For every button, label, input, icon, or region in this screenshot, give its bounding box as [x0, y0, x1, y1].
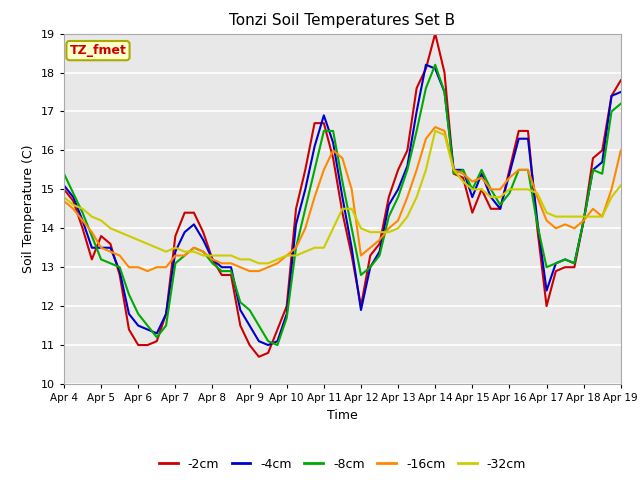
-2cm [431, 31, 439, 36]
-16cm [561, 221, 569, 227]
-16cm [431, 124, 439, 130]
Title: Tonzi Soil Temperatures Set B: Tonzi Soil Temperatures Set B [229, 13, 456, 28]
-8cm [172, 261, 179, 266]
-4cm [60, 182, 68, 188]
-2cm [172, 233, 179, 239]
-8cm [403, 167, 411, 173]
Text: TZ_fmet: TZ_fmet [70, 44, 127, 57]
X-axis label: Time: Time [327, 408, 358, 421]
-32cm [60, 194, 68, 200]
-8cm [561, 256, 569, 262]
Line: -4cm: -4cm [64, 65, 621, 345]
-16cm [403, 194, 411, 200]
-32cm [172, 245, 179, 251]
Y-axis label: Soil Temperature (C): Soil Temperature (C) [22, 144, 35, 273]
-16cm [617, 147, 625, 153]
-32cm [403, 214, 411, 219]
-32cm [431, 128, 439, 134]
-4cm [617, 89, 625, 95]
-2cm [561, 264, 569, 270]
-4cm [264, 342, 272, 348]
-4cm [403, 163, 411, 169]
-4cm [190, 221, 198, 227]
Line: -32cm: -32cm [64, 131, 621, 264]
-4cm [561, 256, 569, 262]
-32cm [561, 214, 569, 219]
-4cm [422, 62, 430, 68]
-16cm [60, 198, 68, 204]
-32cm [255, 261, 263, 266]
-2cm [264, 350, 272, 356]
-4cm [255, 338, 263, 344]
-16cm [366, 245, 374, 251]
Line: -2cm: -2cm [64, 34, 621, 357]
Legend: -2cm, -4cm, -8cm, -16cm, -32cm: -2cm, -4cm, -8cm, -16cm, -32cm [154, 453, 531, 476]
-2cm [366, 252, 374, 258]
-2cm [617, 77, 625, 83]
-32cm [190, 249, 198, 254]
-32cm [617, 182, 625, 188]
-2cm [255, 354, 263, 360]
-8cm [190, 245, 198, 251]
-4cm [366, 264, 374, 270]
-8cm [431, 62, 439, 68]
-16cm [200, 249, 207, 254]
-2cm [403, 147, 411, 153]
-2cm [190, 210, 198, 216]
-8cm [617, 101, 625, 107]
-8cm [60, 171, 68, 177]
-32cm [264, 261, 272, 266]
Line: -8cm: -8cm [64, 65, 621, 345]
-4cm [172, 249, 179, 254]
-2cm [60, 186, 68, 192]
-8cm [255, 323, 263, 328]
Line: -16cm: -16cm [64, 127, 621, 271]
-16cm [264, 264, 272, 270]
-32cm [366, 229, 374, 235]
-8cm [274, 342, 282, 348]
-16cm [143, 268, 151, 274]
-16cm [180, 252, 188, 258]
-8cm [366, 264, 374, 270]
